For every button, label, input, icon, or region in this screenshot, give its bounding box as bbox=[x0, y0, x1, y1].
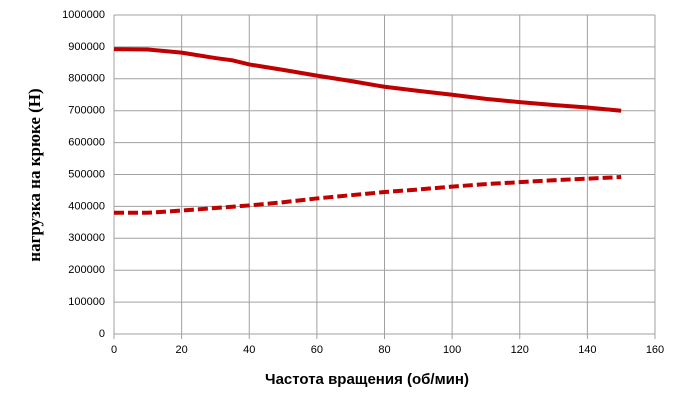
x-tick-label: 20 bbox=[176, 344, 188, 356]
x-tick-label: 100 bbox=[443, 344, 461, 356]
y-tick-label: 1000000 bbox=[62, 9, 105, 21]
y-tick-label: 200000 bbox=[68, 264, 105, 276]
y-tick-label: 400000 bbox=[68, 200, 105, 212]
x-tick-label: 120 bbox=[511, 344, 529, 356]
series-line bbox=[113, 47, 622, 113]
x-tick-label: 40 bbox=[243, 344, 255, 356]
y-tick-label: 500000 bbox=[68, 168, 105, 180]
x-tick-label: 140 bbox=[578, 344, 596, 356]
y-tick-label: 100000 bbox=[68, 296, 105, 308]
y-tick-label: 0 bbox=[99, 328, 105, 340]
y-tick-label: 600000 bbox=[68, 137, 105, 149]
y-tick-label: 700000 bbox=[68, 105, 105, 117]
series-line bbox=[114, 175, 622, 215]
x-tick-label: 0 bbox=[111, 344, 117, 356]
x-tick-label: 60 bbox=[311, 344, 323, 356]
y-axis-title: нагрузка на крюке (Н) bbox=[25, 88, 44, 261]
x-tick-label: 80 bbox=[378, 344, 390, 356]
x-tick-label: 160 bbox=[646, 344, 664, 356]
y-tick-label: 800000 bbox=[68, 73, 105, 85]
x-axis-title: Частота вращения (об/мин) bbox=[265, 371, 469, 388]
y-tick-label: 300000 bbox=[68, 232, 105, 244]
y-tick-label: 900000 bbox=[68, 41, 105, 53]
